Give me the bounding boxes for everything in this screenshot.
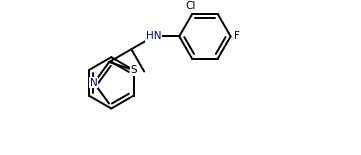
Text: Cl: Cl [186,1,196,11]
Text: S: S [130,65,137,75]
Text: F: F [234,31,240,41]
Text: HN: HN [146,31,161,41]
Text: N: N [90,78,98,88]
